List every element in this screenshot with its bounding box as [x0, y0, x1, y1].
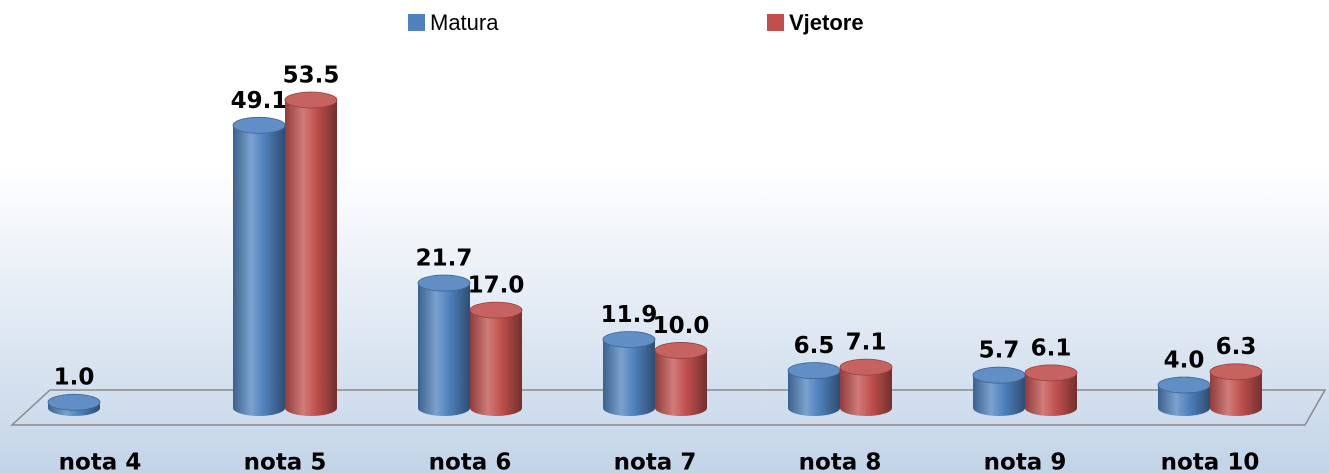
legend-swatch [408, 14, 425, 31]
bar-top [602, 331, 656, 348]
bar [840, 367, 892, 416]
bar [655, 350, 707, 416]
x-tick-label: nota 4 [59, 450, 142, 473]
data-label: 17.0 [468, 273, 525, 299]
bar-top [839, 358, 893, 376]
bar [470, 310, 522, 416]
bar [285, 100, 337, 416]
bar [788, 370, 840, 416]
data-label: 6.5 [794, 333, 835, 359]
x-tick-label: nota 5 [244, 450, 327, 473]
bar-top [1157, 376, 1211, 394]
bar [603, 339, 655, 416]
x-tick-label: nota 7 [614, 450, 697, 473]
bar [418, 283, 470, 416]
bar [1025, 372, 1077, 416]
data-label: 21.7 [416, 246, 473, 272]
x-tick-label: nota 6 [429, 450, 512, 473]
data-label: 6.1 [1031, 335, 1072, 361]
data-label: 53.5 [283, 63, 340, 89]
bar-top [787, 362, 841, 379]
bar-top [417, 274, 471, 292]
x-tick-label: nota 8 [799, 450, 882, 473]
bar-top [469, 301, 523, 319]
data-label: 7.1 [846, 330, 887, 356]
data-label: 1.0 [54, 365, 95, 391]
data-label: 10.0 [653, 313, 710, 339]
legend-label: Vjetore [789, 10, 864, 35]
bar-top [1024, 364, 1078, 382]
x-tick-label: nota 9 [984, 450, 1067, 473]
bar-top [47, 393, 101, 411]
data-label: 11.9 [601, 302, 658, 328]
bar [973, 375, 1025, 416]
data-label: 49.1 [231, 88, 288, 114]
legend-label: Matura [430, 10, 499, 35]
x-tick-label: nota 10 [1161, 450, 1260, 473]
bar-top [1209, 363, 1263, 381]
data-label: 6.3 [1216, 334, 1257, 360]
bar-top [284, 91, 338, 109]
bar [233, 125, 285, 416]
data-label: 5.7 [979, 338, 1020, 364]
bar [1158, 384, 1210, 416]
data-label: 4.0 [1164, 347, 1205, 373]
bar [1210, 371, 1262, 416]
legend-swatch [767, 14, 784, 31]
bar-top [972, 366, 1026, 384]
bar-top [232, 116, 286, 134]
floor [10, 389, 1327, 426]
bar-top [654, 342, 708, 359]
legend: Matura Vjetore [408, 10, 864, 35]
